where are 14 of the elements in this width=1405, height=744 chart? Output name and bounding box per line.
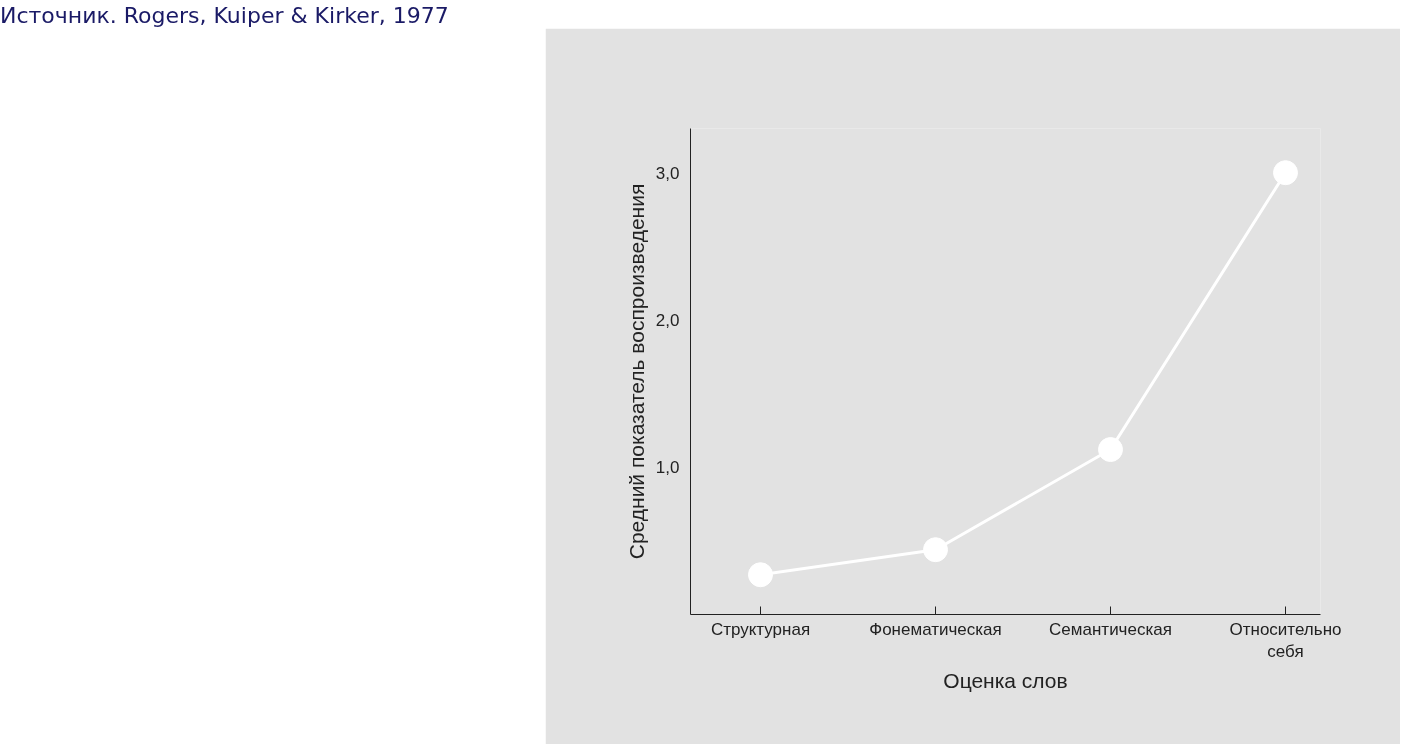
x-tick-label: Фонематическая <box>869 619 1002 639</box>
point <box>1098 437 1123 463</box>
y-axis-title: Средний показатель воспроизведения <box>624 183 648 560</box>
y-tick-label: 1,0 <box>655 458 680 478</box>
x-axis-title: Оценка слов <box>943 669 1068 693</box>
x-tick-label: Семантическая <box>1049 619 1172 639</box>
point <box>1273 160 1298 186</box>
y-tick-label: 3,0 <box>655 163 680 183</box>
point <box>748 562 773 588</box>
y-tick-label: 2,0 <box>655 310 680 330</box>
x-tick-label: Структурная <box>710 619 811 639</box>
text: Источник. Rogers, Kuiper & Kirker, 1977 <box>0 2 449 30</box>
x-tick-label: Относительно себя <box>1229 619 1342 662</box>
point <box>923 537 948 563</box>
